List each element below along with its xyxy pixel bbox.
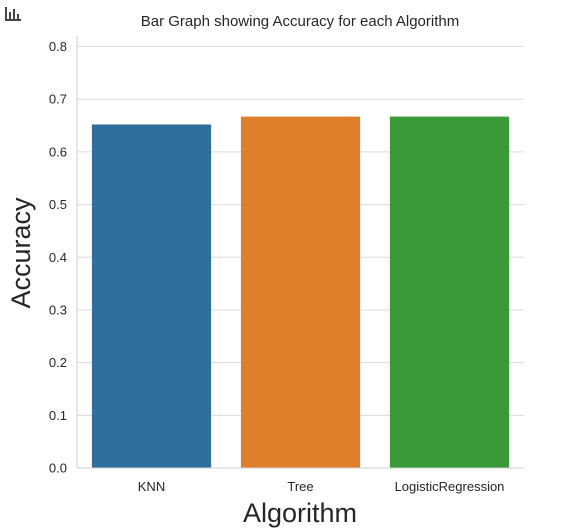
x-tick-label: LogisticRegression (395, 479, 505, 494)
bar-logisticregression (390, 117, 509, 468)
bars (92, 117, 509, 468)
x-axis-ticks: KNN Tree LogisticRegression (138, 479, 505, 494)
bar-knn (92, 125, 211, 468)
y-tick-label: 0.6 (49, 144, 67, 159)
x-axis-label: Algorithm (243, 498, 357, 528)
y-tick-label: 0.4 (49, 250, 67, 265)
chart-title: Bar Graph showing Accuracy for each Algo… (141, 13, 460, 30)
y-tick-label: 0.7 (49, 92, 67, 107)
y-tick-label: 0.0 (49, 461, 67, 476)
y-tick-label: 0.8 (49, 39, 67, 54)
y-tick-label: 0.5 (49, 197, 67, 212)
y-axis-label: Accuracy (6, 197, 36, 309)
bar-tree (241, 117, 360, 468)
y-tick-label: 0.1 (49, 408, 67, 423)
x-tick-label: KNN (138, 479, 165, 494)
y-tick-label: 0.2 (49, 355, 67, 370)
y-axis-ticks: 0.0 0.1 0.2 0.3 0.4 0.5 0.6 0.7 0.8 (49, 39, 67, 475)
x-tick-label: Tree (287, 479, 313, 494)
y-tick-label: 0.3 (49, 302, 67, 317)
